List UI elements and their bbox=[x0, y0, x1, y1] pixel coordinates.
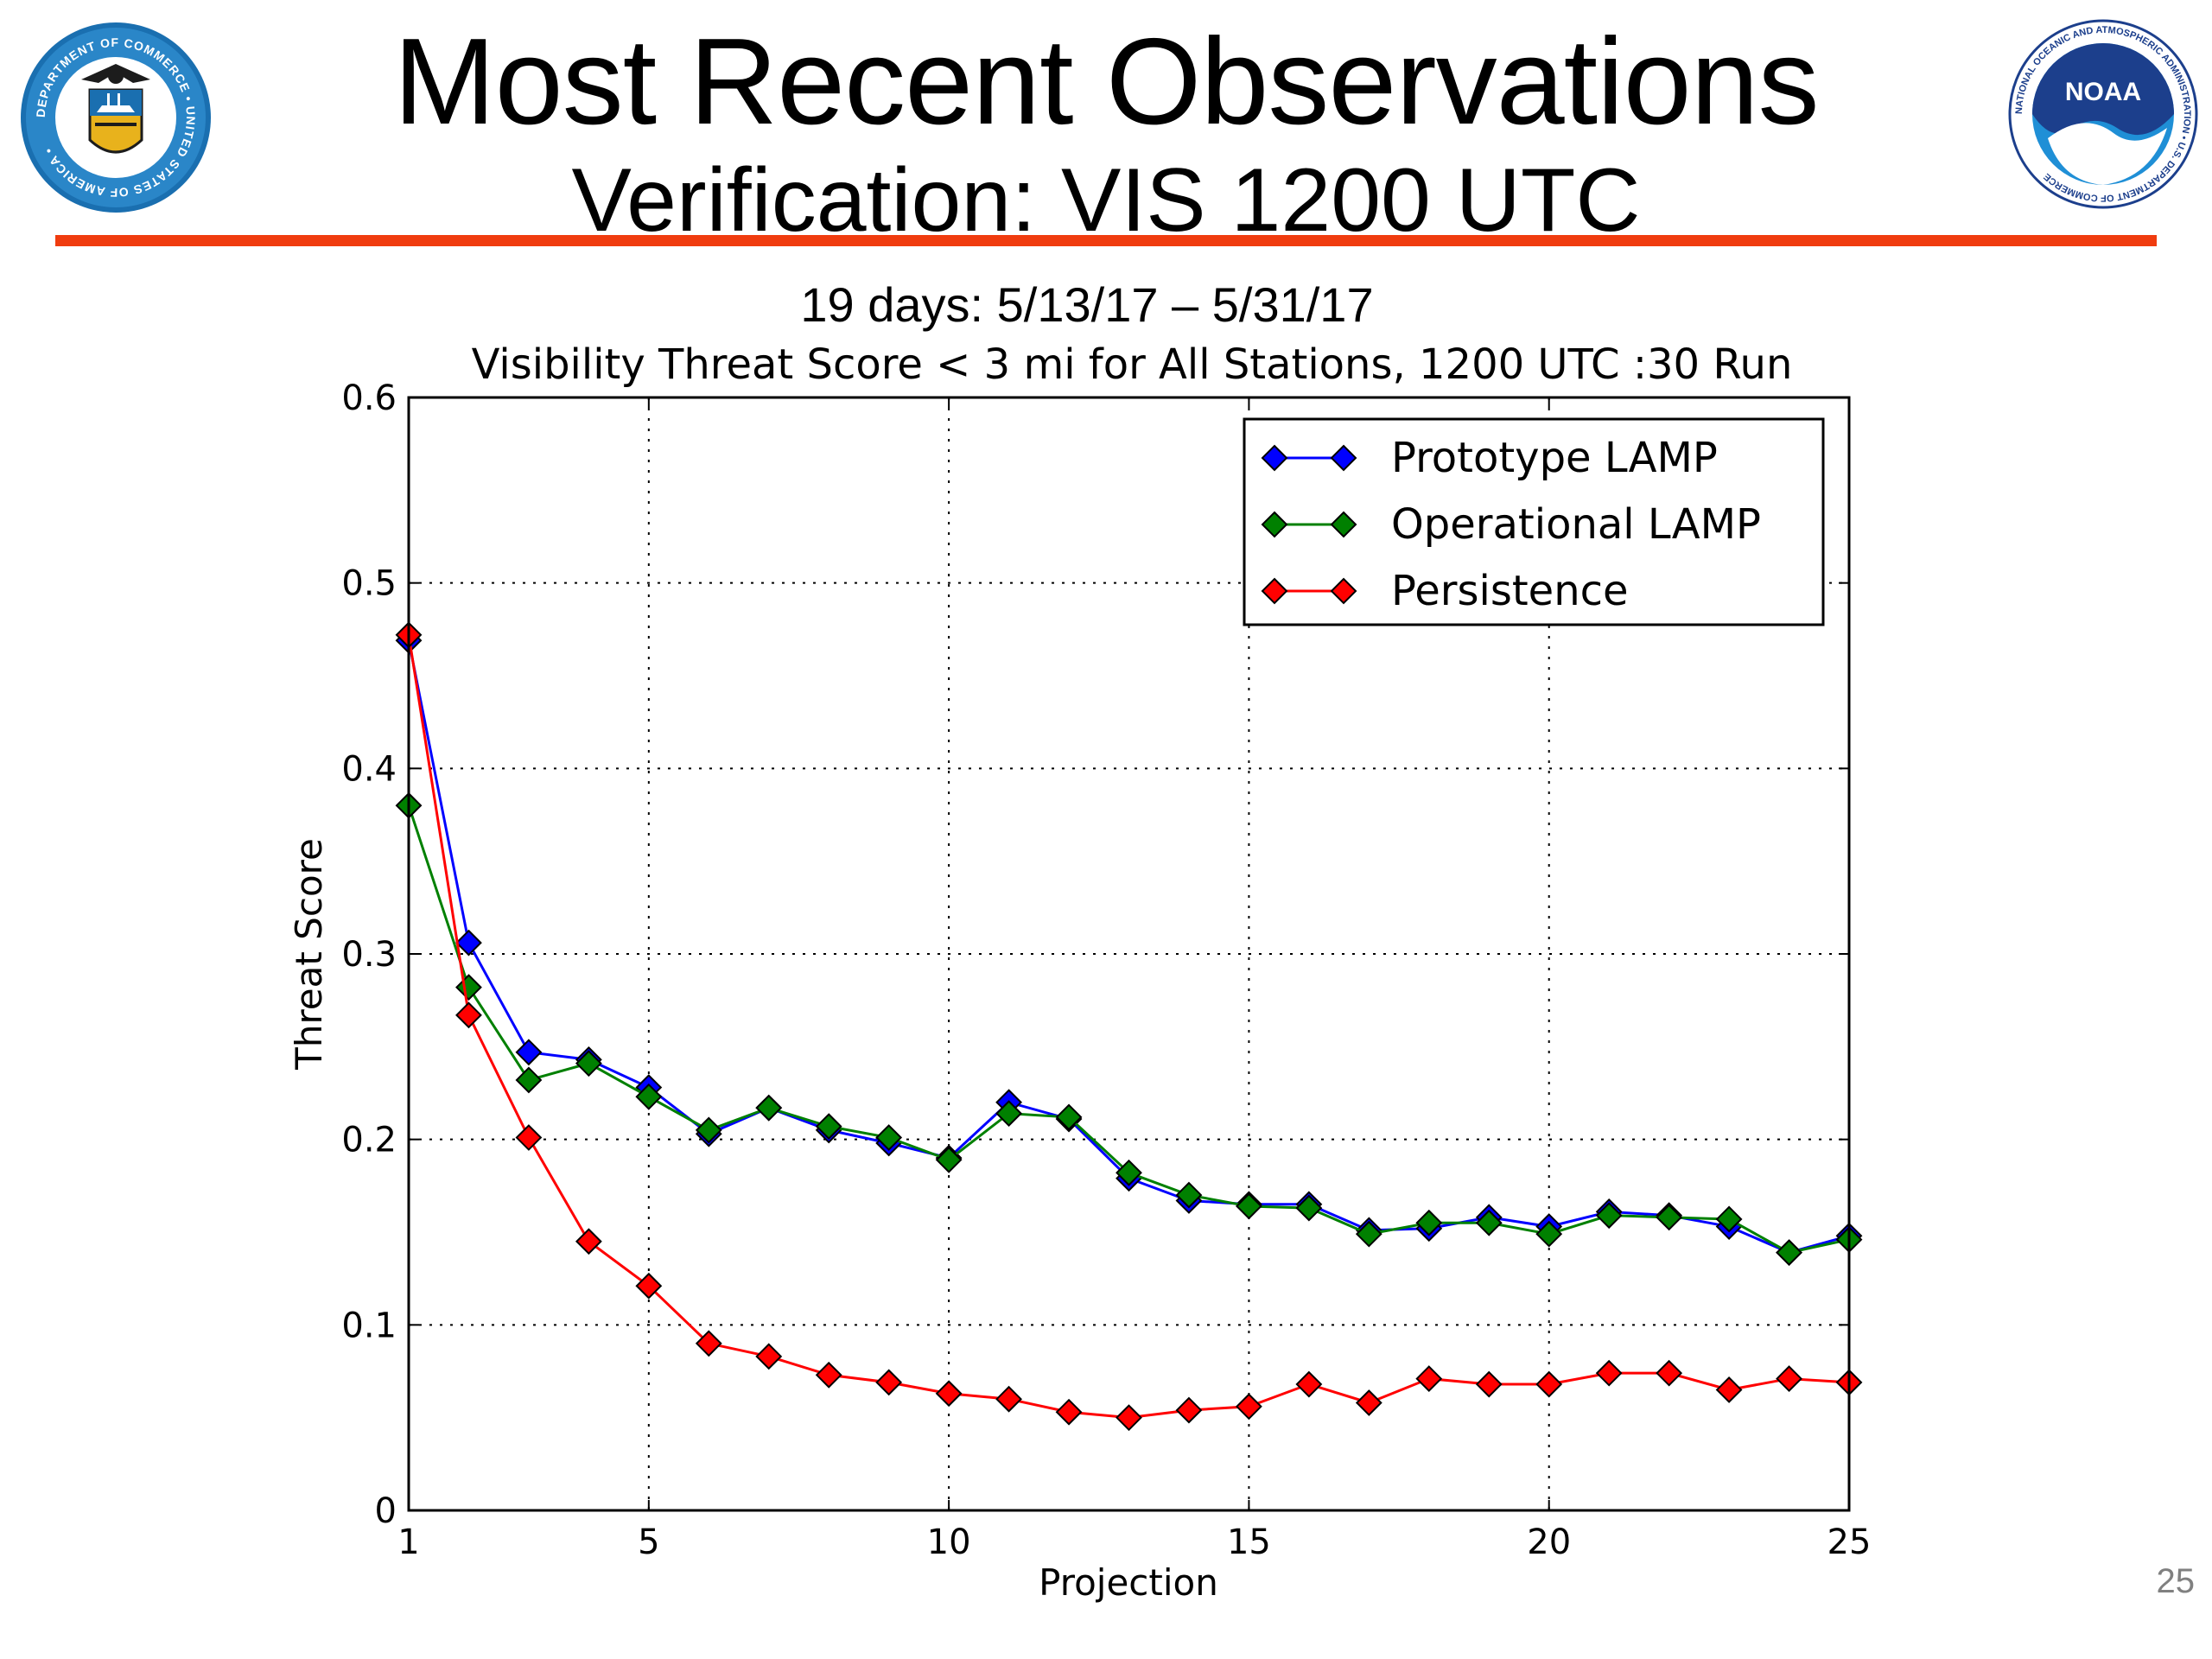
x-tick-label: 5 bbox=[638, 1522, 659, 1562]
legend-entry: Persistence bbox=[1261, 567, 1629, 615]
data-point-marker bbox=[995, 1385, 1022, 1413]
x-tick-label: 1 bbox=[397, 1522, 419, 1562]
legend-marker bbox=[1261, 577, 1288, 605]
data-point-marker bbox=[1295, 1370, 1323, 1398]
chart-series bbox=[395, 621, 1863, 1432]
data-point-marker bbox=[635, 1083, 663, 1110]
y-tick-label: 0.3 bbox=[341, 935, 397, 975]
y-tick-label: 0.6 bbox=[341, 378, 397, 418]
x-tick-label: 25 bbox=[1827, 1522, 1872, 1562]
data-point-marker bbox=[995, 1100, 1022, 1128]
data-point-marker bbox=[1415, 1209, 1443, 1236]
chart-grid bbox=[409, 397, 1849, 1510]
data-point-marker bbox=[515, 1124, 543, 1151]
data-point-marker bbox=[1175, 1181, 1203, 1209]
y-tick-label: 0.1 bbox=[341, 1306, 397, 1345]
data-point-marker bbox=[1595, 1202, 1623, 1230]
data-point-marker bbox=[1595, 1359, 1623, 1387]
legend-label: Prototype LAMP bbox=[1391, 434, 1718, 482]
data-point-marker bbox=[1415, 1365, 1443, 1393]
legend-marker bbox=[1261, 444, 1288, 472]
data-point-marker bbox=[635, 1272, 663, 1300]
chart-subtitle: Visibility Threat Score < 3 mi for All S… bbox=[472, 340, 1793, 389]
x-axis-label: Projection bbox=[1039, 1561, 1218, 1604]
data-point-marker bbox=[1776, 1365, 1802, 1393]
data-point-marker bbox=[815, 1113, 842, 1141]
data-point-marker bbox=[455, 929, 482, 957]
data-point-marker bbox=[455, 974, 482, 1001]
y-tick-label: 0.4 bbox=[341, 749, 397, 789]
header-divider bbox=[55, 235, 2157, 246]
data-point-marker bbox=[755, 1343, 783, 1370]
data-point-marker bbox=[1295, 1194, 1323, 1222]
data-point-marker bbox=[1475, 1370, 1503, 1398]
noaa-logo: NATIONAL OCEANIC AND ATMOSPHERIC ADMINIS… bbox=[2006, 17, 2201, 212]
page-subtitle: Verification: VIS 1200 UTC bbox=[571, 150, 1641, 251]
y-axis-label: Threat Score bbox=[288, 838, 330, 1071]
data-point-marker bbox=[1475, 1209, 1503, 1236]
legend-marker bbox=[1330, 444, 1357, 472]
legend-label: Persistence bbox=[1391, 567, 1629, 615]
data-point-marker bbox=[575, 1228, 602, 1255]
data-point-marker bbox=[695, 1116, 722, 1144]
x-tick-label: 15 bbox=[1227, 1522, 1271, 1562]
data-point-marker bbox=[515, 1066, 543, 1094]
legend-marker bbox=[1261, 511, 1288, 538]
legend-marker bbox=[1330, 577, 1357, 605]
seagull-icon bbox=[2048, 123, 2167, 185]
data-point-marker bbox=[1236, 1192, 1262, 1220]
data-point-marker bbox=[815, 1361, 842, 1389]
data-point-marker bbox=[1355, 1389, 1382, 1416]
x-tick-label: 20 bbox=[1527, 1522, 1571, 1562]
y-tick-label: 0.2 bbox=[341, 1121, 397, 1160]
series-operational-lamp bbox=[395, 791, 1863, 1267]
noaa-logo-graphic: NATIONAL OCEANIC AND ATMOSPHERIC ADMINIS… bbox=[2008, 19, 2198, 209]
data-point-marker bbox=[1236, 1393, 1262, 1421]
data-point-marker bbox=[875, 1124, 903, 1151]
data-point-marker bbox=[515, 1039, 543, 1066]
legend-entry: Operational LAMP bbox=[1261, 500, 1761, 549]
data-point-marker bbox=[1776, 1239, 1802, 1267]
data-point-marker bbox=[695, 1330, 722, 1357]
data-point-marker bbox=[1055, 1398, 1083, 1426]
page-title: Most Recent Observations bbox=[393, 13, 1819, 150]
noaa-logo-text: NOAA bbox=[2065, 78, 2141, 106]
doc-seal-graphic: DEPARTMENT OF COMMERCE • UNITED STATES O… bbox=[21, 22, 211, 213]
data-point-marker bbox=[1715, 1205, 1743, 1233]
legend-label: Operational LAMP bbox=[1391, 500, 1761, 549]
chart-title: 19 days: 5/13/17 – 5/31/17 bbox=[800, 277, 1373, 332]
legend-marker bbox=[1330, 511, 1357, 538]
data-point-marker bbox=[455, 1001, 482, 1029]
series-line bbox=[407, 634, 1850, 1420]
data-point-marker bbox=[1656, 1204, 1683, 1231]
data-point-marker bbox=[1055, 1103, 1083, 1131]
eagle-icon bbox=[81, 64, 150, 83]
data-point-marker bbox=[1175, 1396, 1203, 1424]
data-point-marker bbox=[755, 1094, 783, 1122]
data-point-marker bbox=[1116, 1404, 1142, 1432]
legend-entry: Prototype LAMP bbox=[1261, 434, 1718, 482]
data-point-marker bbox=[1535, 1370, 1563, 1398]
department-of-commerce-seal: DEPARTMENT OF COMMERCE • UNITED STATES O… bbox=[17, 19, 214, 216]
y-tick-label: 0 bbox=[375, 1491, 397, 1531]
data-point-marker bbox=[1116, 1159, 1142, 1186]
data-point-marker bbox=[1535, 1220, 1563, 1248]
x-tick-label: 10 bbox=[927, 1522, 971, 1562]
chart-legend: Prototype LAMP Operational LAMP Persistenc… bbox=[1243, 417, 1825, 626]
data-point-marker bbox=[1715, 1376, 1743, 1403]
data-point-marker bbox=[935, 1146, 963, 1173]
y-tick-label: 0.5 bbox=[341, 564, 397, 604]
data-point-marker bbox=[575, 1050, 602, 1077]
data-point-marker bbox=[1656, 1359, 1683, 1387]
data-point-marker bbox=[875, 1369, 903, 1396]
data-point-marker bbox=[935, 1380, 963, 1408]
page-number: 25 bbox=[2156, 1562, 2196, 1600]
series-persistence bbox=[395, 621, 1863, 1432]
data-point-marker bbox=[1355, 1220, 1382, 1248]
